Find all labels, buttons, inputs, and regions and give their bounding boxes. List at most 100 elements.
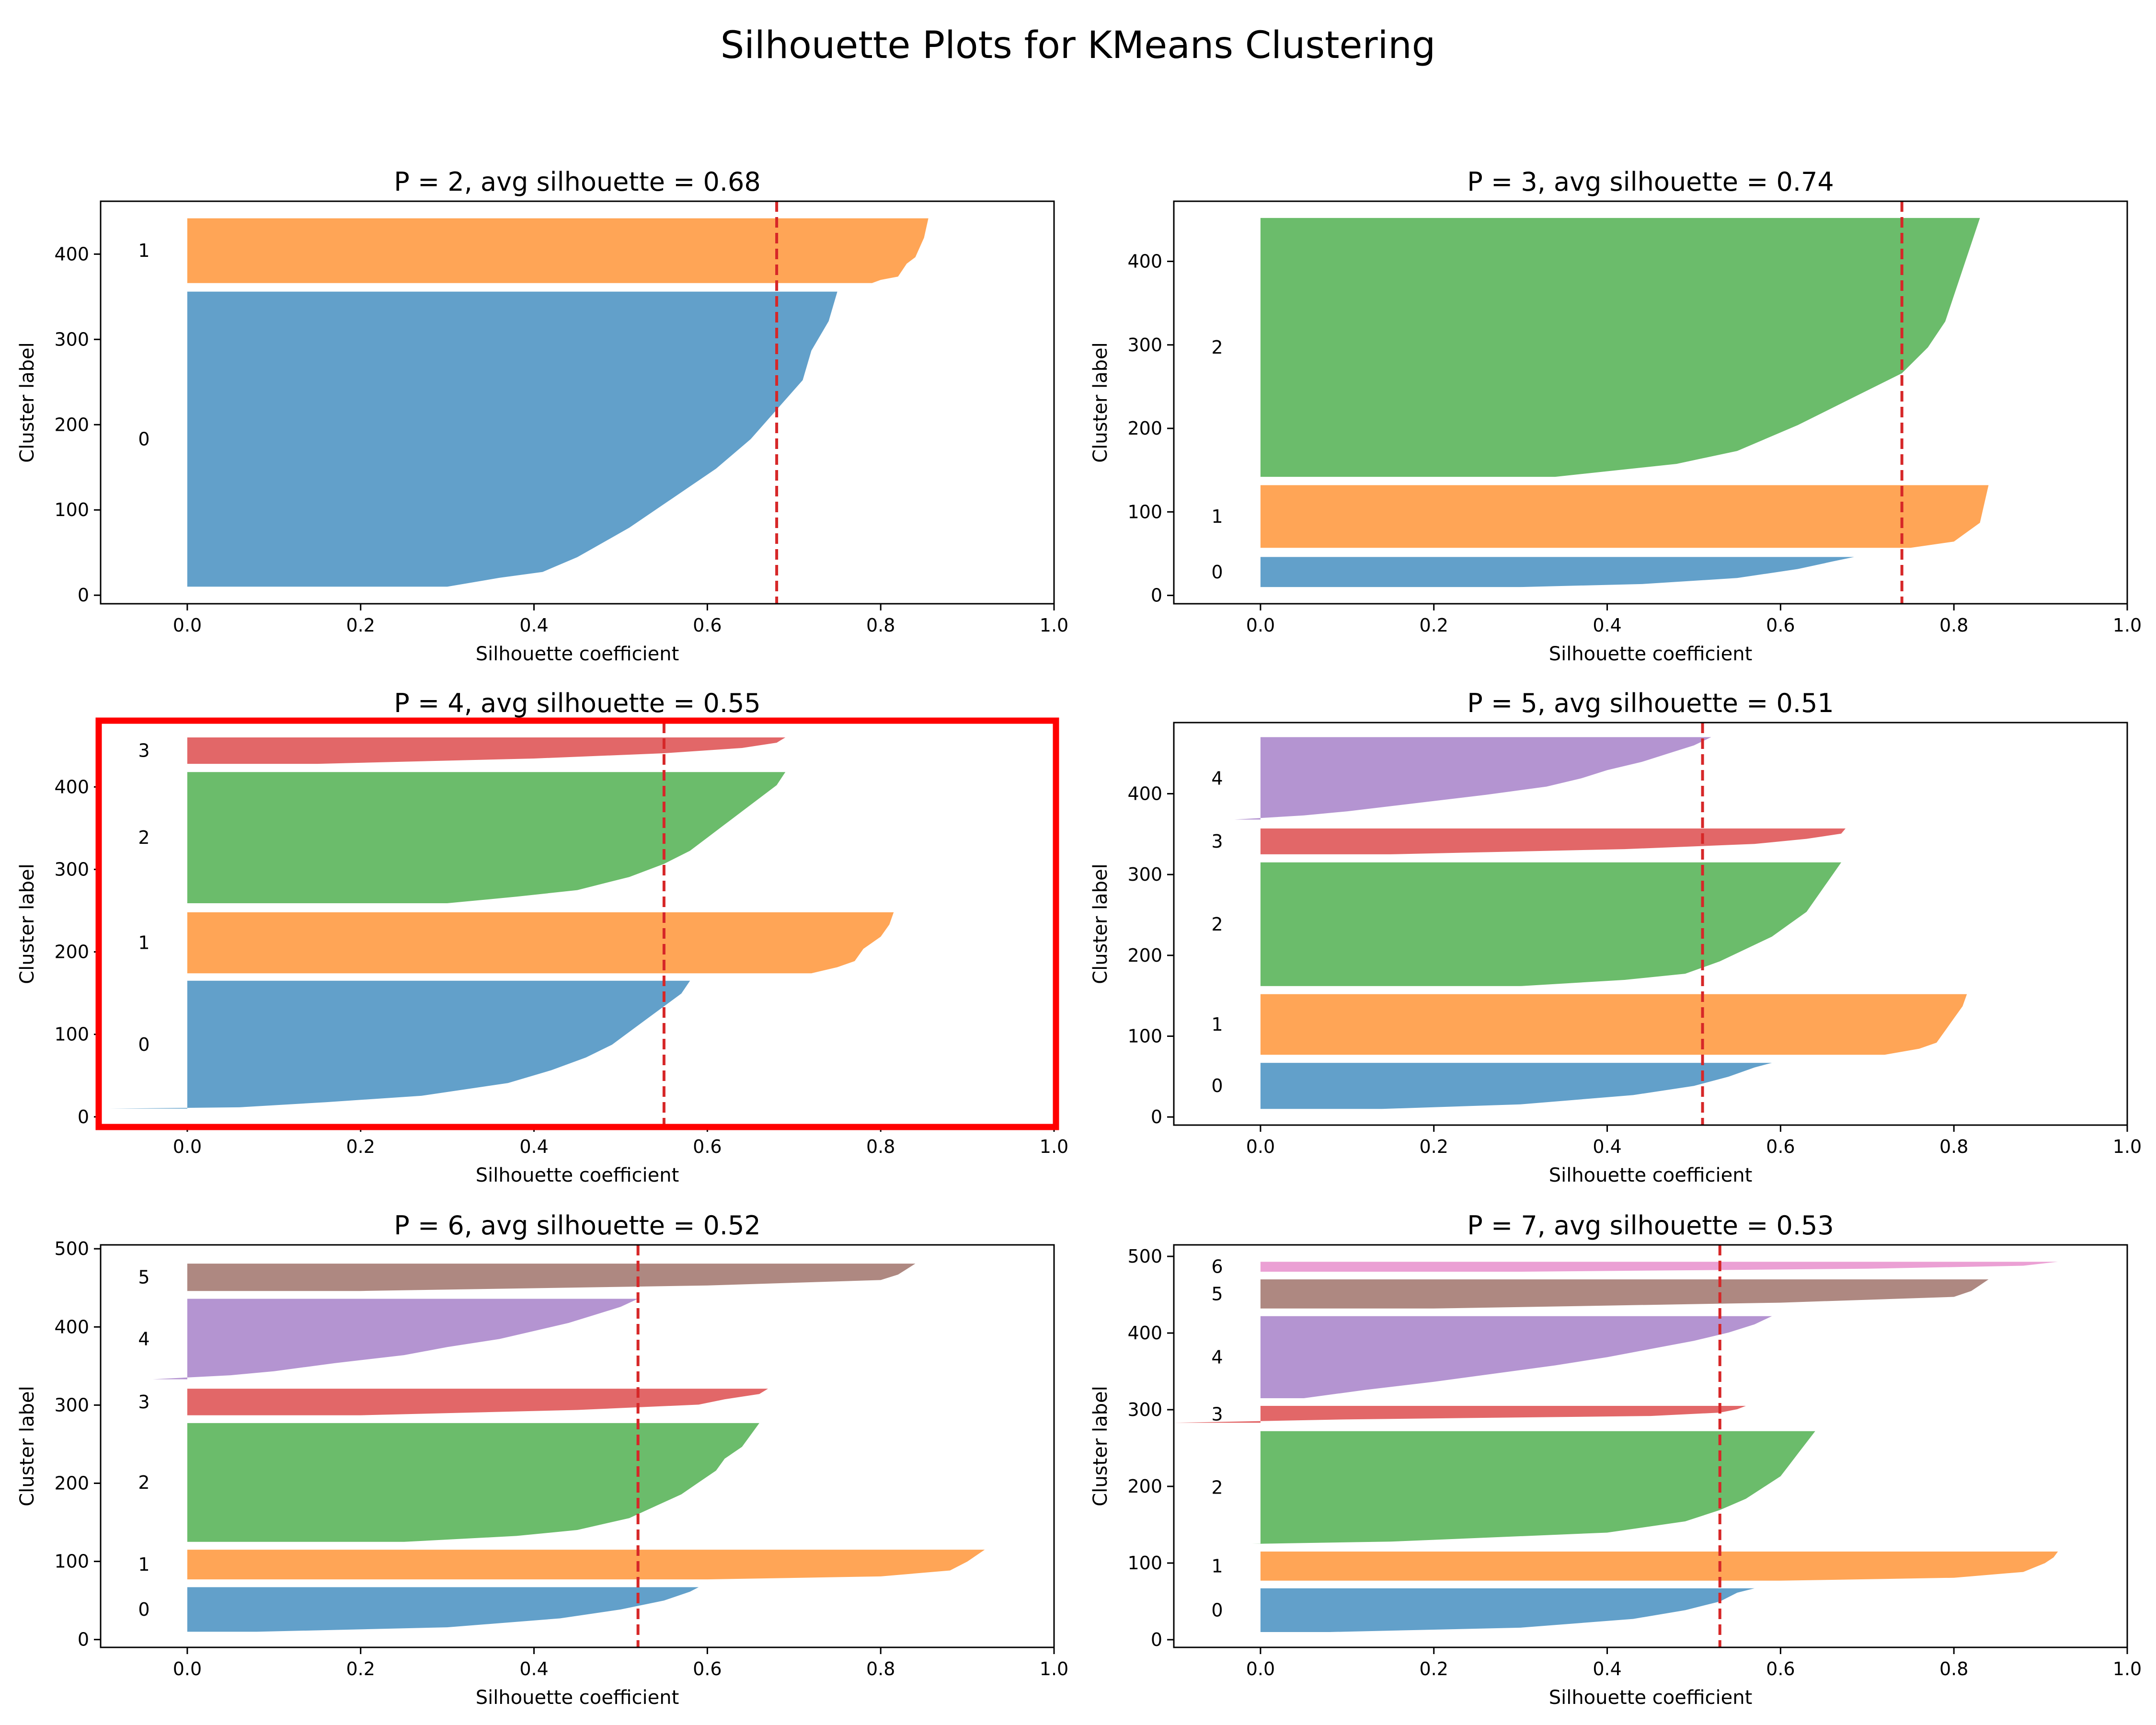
y-tick-label: 300 — [1127, 1399, 1162, 1420]
cluster-4-label: 4 — [1211, 1346, 1223, 1368]
x-tick-label: 1.0 — [2113, 1136, 2142, 1157]
cluster-1-label: 1 — [138, 240, 149, 261]
plot-area — [109, 723, 894, 1125]
y-tick-label: 300 — [54, 859, 89, 880]
silhouette-subplot-5: 0 1 2 3 4 5 0.0 0.2 0.4 0.6 0.8 1.0 0 100 200 300 400 500… — [16, 1210, 1068, 1709]
y-tick-label: 100 — [54, 1024, 89, 1045]
y-tick-label: 100 — [1127, 1025, 1162, 1046]
y-tick-label: 400 — [54, 1316, 89, 1337]
y-tick-label: 400 — [1127, 1322, 1162, 1344]
x-axis-label: Silhouette coefficient — [1549, 643, 1753, 665]
y-tick-label: 200 — [1127, 418, 1162, 439]
cluster-1-silhouette — [1260, 485, 1989, 548]
cluster-1-label: 1 — [1211, 506, 1223, 527]
x-tick-label: 0.2 — [1420, 1658, 1448, 1679]
y-tick-label: 200 — [54, 414, 89, 435]
silhouette-subplot-1: 0 1 0.0 0.2 0.4 0.6 0.8 1.0 0 100 200 300 400 P = 2, … — [16, 167, 1068, 665]
cluster-2-silhouette — [1260, 862, 1841, 986]
y-tick-label: 0 — [78, 1106, 89, 1127]
cluster-3-label: 3 — [1211, 1404, 1223, 1425]
x-tick-label: 0.0 — [1246, 615, 1275, 636]
subplot-title: P = 3, avg silhouette = 0.74 — [1467, 167, 1834, 197]
cluster-5-silhouette — [187, 1264, 916, 1291]
x-tick-label: 1.0 — [1040, 1136, 1068, 1157]
x-tick-label: 0.0 — [173, 1658, 202, 1679]
x-tick-label: 0.8 — [1939, 1136, 1968, 1157]
subplot-title: P = 5, avg silhouette = 0.51 — [1467, 688, 1834, 718]
x-tick-label: 0.8 — [866, 1658, 895, 1679]
plot-area — [1260, 201, 1989, 604]
y-tick-label: 500 — [54, 1238, 89, 1259]
subplot-title: P = 2, avg silhouette = 0.68 — [394, 167, 761, 197]
subplot-title: P = 7, avg silhouette = 0.53 — [1467, 1210, 1834, 1241]
y-axis-label: Cluster label — [16, 863, 38, 984]
x-tick-label: 0.0 — [173, 615, 202, 636]
x-tick-label: 0.4 — [1593, 1136, 1621, 1157]
x-tick-label: 0.6 — [1766, 1658, 1795, 1679]
cluster-0-silhouette — [109, 980, 690, 1109]
cluster-2-silhouette — [187, 1423, 759, 1542]
cluster-3-label: 3 — [1211, 831, 1223, 852]
x-tick-label: 0.2 — [346, 1658, 375, 1679]
cluster-4-label: 4 — [1211, 768, 1223, 789]
cluster-5-label: 5 — [138, 1267, 149, 1288]
y-tick-label: 300 — [54, 1394, 89, 1415]
cluster-0-label: 0 — [138, 429, 149, 450]
cluster-0-silhouette — [1260, 1063, 1772, 1109]
y-tick-label: 400 — [54, 243, 89, 264]
x-axis-label: Silhouette coefficient — [476, 643, 679, 665]
subplot-title: P = 6, avg silhouette = 0.52 — [394, 1210, 761, 1241]
cluster-6-label: 6 — [1211, 1256, 1223, 1277]
x-tick-label: 0.4 — [1593, 1658, 1621, 1679]
x-tick-label: 0.0 — [173, 1136, 202, 1157]
cluster-0-label: 0 — [1211, 562, 1223, 583]
x-tick-label: 0.4 — [1593, 615, 1621, 636]
x-tick-label: 0.6 — [693, 1136, 722, 1157]
cluster-1-silhouette — [1260, 1552, 2058, 1581]
cluster-4-silhouette — [1234, 737, 1711, 820]
axes-frame — [1173, 1244, 2128, 1648]
x-tick-label: 0.2 — [346, 615, 375, 636]
x-tick-label: 0.0 — [1246, 1658, 1275, 1679]
plot-area — [152, 1245, 985, 1647]
cluster-0-silhouette — [187, 1587, 699, 1632]
x-tick-label: 0.0 — [1246, 1136, 1275, 1157]
cluster-3-silhouette — [187, 1389, 768, 1415]
x-tick-label: 0.4 — [519, 1136, 548, 1157]
y-axis-label: Cluster label — [16, 1386, 38, 1506]
cluster-0-silhouette — [187, 291, 837, 587]
x-tick-label: 1.0 — [2113, 615, 2142, 636]
y-tick-label: 0 — [78, 585, 89, 606]
cluster-2-label: 2 — [1211, 914, 1223, 935]
cluster-1-label: 1 — [138, 1554, 149, 1575]
cluster-3-label: 3 — [138, 1392, 149, 1413]
y-tick-label: 300 — [1127, 864, 1162, 885]
axes-frame — [100, 200, 1055, 605]
x-axis-label: Silhouette coefficient — [1549, 1164, 1753, 1186]
cluster-0-label: 0 — [138, 1034, 149, 1055]
x-tick-label: 0.8 — [866, 1136, 895, 1157]
x-tick-label: 0.6 — [693, 615, 722, 636]
cluster-2-label: 2 — [1211, 1477, 1223, 1498]
cluster-6-silhouette — [1260, 1262, 2058, 1272]
x-tick-label: 1.0 — [1040, 1658, 1068, 1679]
cluster-2-silhouette — [187, 772, 786, 903]
cluster-3-silhouette — [1260, 828, 1846, 854]
y-axis-label: Cluster label — [1089, 342, 1112, 462]
x-axis-label: Silhouette coefficient — [1549, 1687, 1753, 1709]
silhouette-subplot-4: 0 1 2 3 4 0.0 0.2 0.4 0.6 0.8 1.0 0 100 200 300 400 P = … — [1089, 688, 2142, 1186]
x-tick-label: 1.0 — [2113, 1658, 2142, 1679]
cluster-2-label: 2 — [138, 1472, 149, 1493]
axes-frame — [100, 1244, 1055, 1648]
cluster-4-silhouette — [1260, 1316, 1772, 1398]
cluster-1-silhouette — [187, 218, 929, 283]
x-tick-label: 0.2 — [1420, 1136, 1448, 1157]
axes-frame — [1173, 722, 2128, 1126]
y-axis-label: Cluster label — [1089, 1386, 1112, 1506]
x-axis-label: Silhouette coefficient — [476, 1164, 679, 1186]
x-tick-label: 0.4 — [519, 1658, 548, 1679]
cluster-1-label: 1 — [138, 932, 149, 954]
cluster-1-label: 1 — [1211, 1555, 1223, 1576]
cluster-3-silhouette — [1174, 1406, 1746, 1423]
